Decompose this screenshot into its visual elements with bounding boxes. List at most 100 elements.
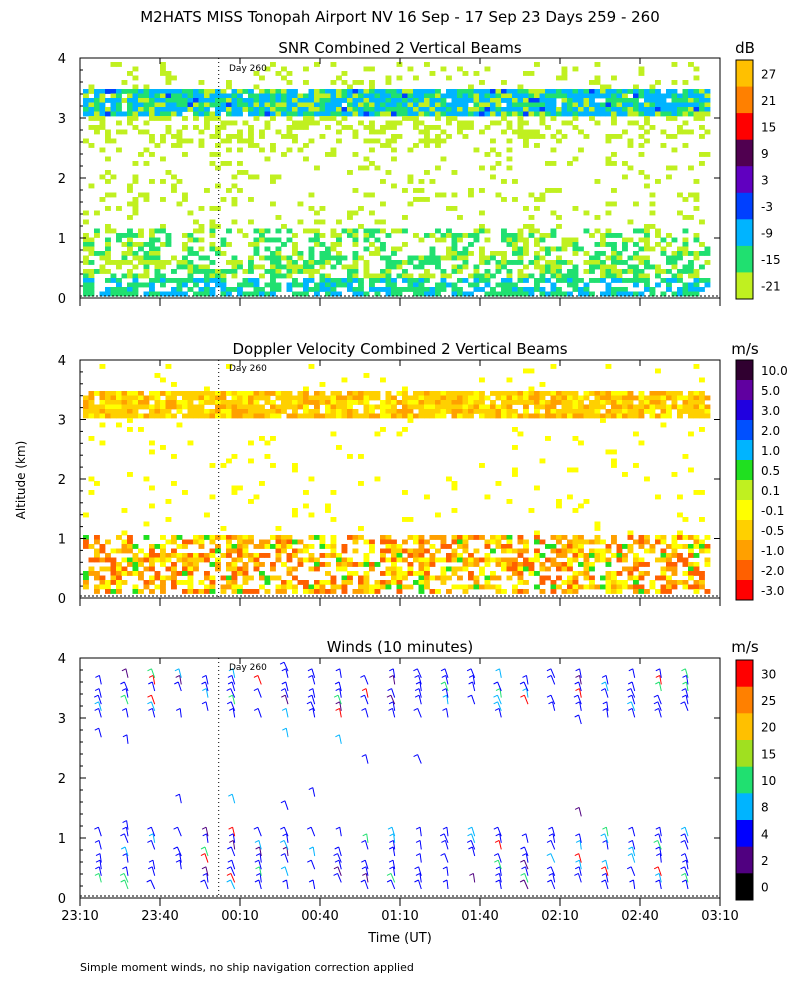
doppler-colorbar-label: -3.0 [761, 584, 784, 598]
time-tick-label: 01:10 [381, 909, 418, 924]
snr-colorbar-units: dB [735, 39, 755, 57]
winds-colorbar-swatch [736, 713, 753, 741]
winds-colorbar-frame [735, 659, 754, 901]
snr-colorbar-label: -9 [761, 227, 773, 241]
time-tick-label: 23:10 [61, 909, 98, 924]
snr-colorbar-frame [735, 59, 754, 300]
winds-colorbar-label: 8 [761, 801, 769, 815]
snr-ytick-label: 4 [58, 52, 66, 67]
figure-ylabel: Altitude (km) [14, 441, 28, 520]
winds-ytick-label: 1 [58, 832, 66, 847]
snr-colorbar-swatch [736, 245, 753, 273]
winds-colorbar-label: 15 [761, 747, 776, 761]
snr-colorbar-swatch [736, 272, 753, 300]
snr-colorbar-swatch [736, 166, 753, 194]
winds-colorbar-swatch [736, 873, 753, 901]
doppler-day-marker-label: Day 260 [229, 364, 267, 374]
doppler-colorbar-label: 0.5 [761, 464, 780, 478]
winds-day-marker-label: Day 260 [229, 663, 267, 673]
winds-colorbar-label: 20 [761, 721, 776, 735]
doppler-colorbar-swatch [736, 480, 753, 501]
doppler-colorbar-swatch [736, 360, 753, 381]
winds-ytick-label: 3 [58, 712, 66, 727]
winds-colorbar-label: 2 [761, 854, 769, 868]
winds-colorbar-swatch [736, 740, 753, 768]
doppler-colorbar-label: 10.0 [761, 364, 788, 378]
doppler-ytick-label: 4 [58, 354, 66, 369]
snr-colorbar-swatch [736, 113, 753, 141]
doppler-colorbar-swatch [736, 440, 753, 461]
time-tick-label: 01:40 [461, 909, 498, 924]
snr-ytick-label: 3 [58, 112, 66, 127]
doppler-colorbar-swatch [736, 460, 753, 481]
doppler-ytick-label: 1 [58, 533, 66, 548]
doppler-colorbar-label: -0.1 [761, 504, 784, 518]
doppler-ytick-label: 2 [58, 473, 66, 488]
doppler-colorbar-swatch [736, 400, 753, 421]
snr-colorbar-label: -3 [761, 200, 773, 214]
winds-colorbar-swatch [736, 846, 753, 874]
doppler-ytick-label: 0 [58, 592, 66, 607]
snr-panel-title: SNR Combined 2 Vertical Beams [278, 39, 521, 57]
snr-ytick-label: 2 [58, 172, 66, 187]
winds-colorbar-swatch [736, 766, 753, 794]
doppler-colorbar-swatch [736, 500, 753, 521]
doppler-colorbar-units: m/s [731, 340, 759, 358]
time-tick-label: 02:40 [621, 909, 658, 924]
winds-colorbar-swatch [736, 686, 753, 714]
time-tick-label: 23:40 [141, 909, 178, 924]
doppler-colorbar-label: -2.0 [761, 564, 784, 578]
doppler-colorbar-swatch [736, 420, 753, 441]
winds-colorbar-label: 25 [761, 694, 776, 708]
time-tick-label: 02:10 [541, 909, 578, 924]
winds-colorbar-swatch [736, 660, 753, 688]
doppler-colorbar-frame [735, 359, 754, 601]
snr-colorbar-swatch [736, 192, 753, 220]
doppler-colorbar-swatch [736, 380, 753, 401]
snr-ytick-label: 0 [58, 292, 66, 307]
snr-colorbar-swatch [736, 86, 753, 114]
figure-title: M2HATS MISS Tonopah Airport NV 16 Sep - … [140, 8, 660, 26]
doppler-colorbar-swatch [736, 580, 753, 601]
snr-colorbar-swatch [736, 139, 753, 167]
snr-day-marker-label: Day 260 [229, 64, 267, 74]
figure-xlabel: Time (UT) [367, 931, 432, 946]
winds-ytick-label: 0 [58, 892, 66, 907]
time-tick-label: 00:40 [301, 909, 338, 924]
winds-colorbar-label: 0 [761, 881, 769, 895]
time-tick-label: 03:10 [701, 909, 738, 924]
doppler-colorbar-label: -1.0 [761, 544, 784, 558]
snr-colorbar-label: 27 [761, 67, 776, 81]
figure-footnote: Simple moment winds, no ship navigation … [80, 961, 414, 974]
doppler-panel: Doppler Velocity Combined 2 Vertical Bea… [58, 340, 788, 607]
winds-panel-title: Winds (10 minutes) [327, 638, 474, 656]
snr-colorbar-swatch [736, 60, 753, 88]
doppler-colorbar-label: -0.5 [761, 524, 784, 538]
winds-ytick-label: 4 [58, 652, 66, 667]
snr-colorbar-label: -21 [761, 280, 781, 294]
snr-colorbar-swatch [736, 219, 753, 247]
snr-colorbar-label: 3 [761, 174, 769, 188]
snr-colorbar-label: 9 [761, 147, 769, 161]
snr-ytick-label: 1 [58, 232, 66, 247]
doppler-ytick-label: 3 [58, 414, 66, 429]
snr-colorbar-label: 15 [761, 120, 776, 134]
doppler-colorbar-label: 2.0 [761, 424, 780, 438]
snr-panel: SNR Combined 2 Vertical Beams dB 0 1 2 3 4 2… [58, 39, 781, 307]
time-tick-label: 00:10 [221, 909, 258, 924]
doppler-colorbar-swatch [736, 540, 753, 561]
doppler-colorbar-swatch [736, 560, 753, 581]
winds-ytick-label: 2 [58, 772, 66, 787]
doppler-colorbar-label: 1.0 [761, 444, 780, 458]
snr-colorbar-label: 21 [761, 94, 776, 108]
snr-colorbar-label: -15 [761, 253, 781, 267]
winds-colorbar-swatch [736, 793, 753, 821]
winds-colorbar-swatch [736, 820, 753, 848]
doppler-colorbar-swatch [736, 520, 753, 541]
doppler-colorbar-label: 0.1 [761, 484, 780, 498]
winds-colorbar-label: 4 [761, 827, 769, 841]
doppler-colorbar-label: 5.0 [761, 384, 780, 398]
winds-colorbar-label: 30 [761, 667, 776, 681]
